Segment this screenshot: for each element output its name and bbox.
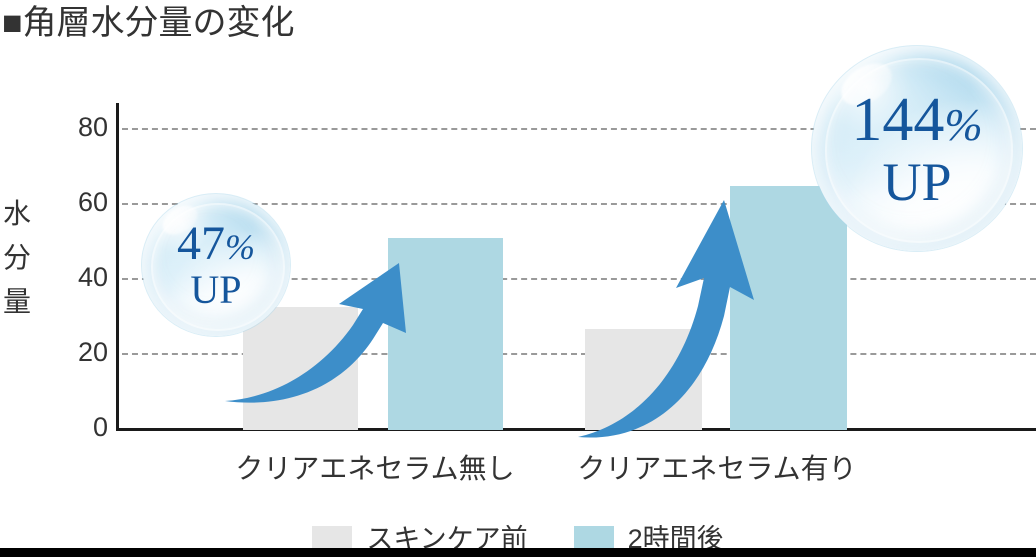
y-tick-80: 80	[77, 112, 108, 142]
callout-bubble-1: 47% UP	[142, 194, 290, 336]
callout-2-percent: 144%	[851, 89, 982, 151]
callout-2-unit: %	[944, 98, 983, 150]
page-title: ■角層水分量の変化	[2, 4, 295, 42]
plot-area	[118, 100, 1036, 438]
y-axis-title-char-1: 水	[2, 198, 31, 229]
y-axis-line	[116, 103, 119, 430]
callout-1-suffix: UP	[190, 267, 242, 312]
y-axis-title-char-2: 分	[2, 242, 31, 273]
gridline-80	[122, 128, 1036, 130]
y-tick-60: 60	[77, 187, 108, 217]
callout-1-percent: 47%	[177, 220, 255, 268]
y-axis-tick-labels: 80 60 40 20 0	[0, 0, 108, 557]
y-tick-20: 20	[77, 337, 108, 367]
callout-2-value: 144	[851, 85, 945, 154]
bar-before-group-2	[585, 329, 702, 430]
callout-2-suffix: UP	[882, 151, 952, 212]
callout-1-unit: %	[225, 227, 255, 267]
x-axis-line	[116, 428, 1036, 431]
legend-swatch-before	[312, 526, 353, 552]
y-tick-0: 0	[92, 412, 108, 442]
y-axis-title-char-3: 量	[2, 286, 31, 317]
y-tick-40: 40	[77, 262, 108, 292]
bar-before-group-1	[243, 307, 358, 430]
bar-after-group-1	[388, 238, 503, 430]
bottom-band	[0, 548, 1036, 557]
legend-swatch-after	[573, 526, 614, 552]
bar-after-group-2	[730, 186, 847, 430]
callout-bubble-2: 144% UP	[812, 46, 1022, 251]
category-label-2: クリアエネセラム有り	[577, 453, 857, 484]
callout-1-value: 47	[177, 217, 225, 270]
y-axis-title: 水 分 量	[0, 192, 34, 324]
category-label-1: クリアエネセラム無し	[235, 453, 515, 484]
